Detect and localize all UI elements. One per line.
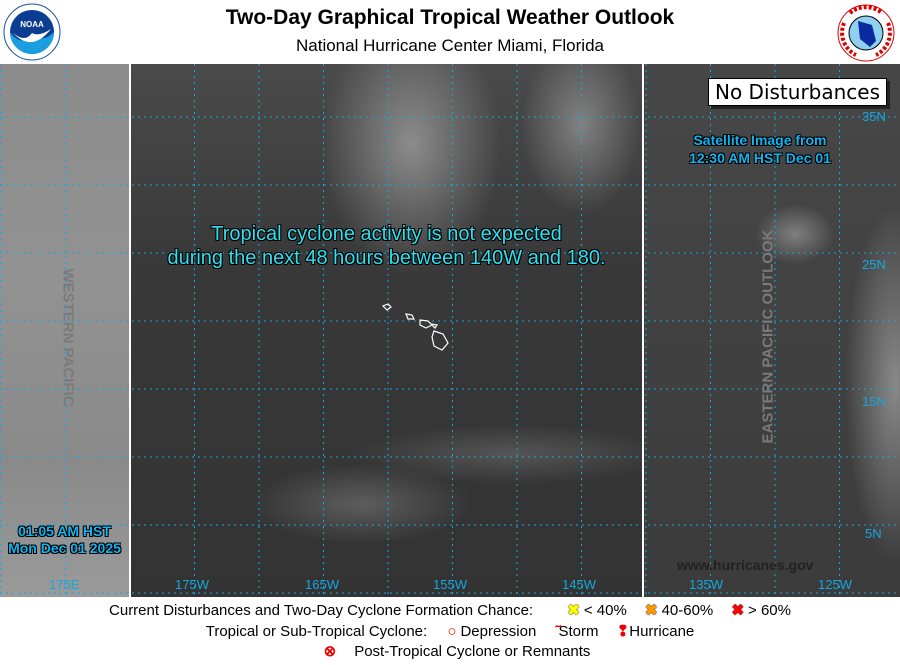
- legend-medium: 40-60%: [661, 601, 714, 619]
- issued-time-line1: 01:05 AM HST: [18, 523, 111, 539]
- legend-hurricane: Hurricane: [629, 622, 695, 640]
- lat-lon-grid: [0, 64, 900, 597]
- outlook-message-line2: during the next 48 hours between 140W an…: [167, 247, 606, 269]
- island-kauai: [381, 303, 392, 311]
- lat-label: 35N: [862, 109, 886, 124]
- satellite-time: Satellite Image from 12:30 AM HST Dec 01: [660, 131, 860, 167]
- hawaiian-islands: [381, 303, 449, 351]
- lon-label: 145W: [562, 577, 596, 592]
- x-low-icon: ✖: [567, 602, 580, 620]
- x-medium-icon: ✖: [644, 602, 658, 620]
- legend-row-2: Tropical or Sub-Tropical Cyclone: ○ Depre…: [0, 622, 900, 641]
- legend-low: < 40%: [583, 601, 627, 619]
- panel-divider: [642, 64, 644, 597]
- panel-divider: [129, 64, 131, 597]
- satellite-map: WESTERN PACIFIC EASTERN PACIFIC OUTLOOK …: [0, 64, 900, 597]
- legend-storm: Storm: [558, 622, 599, 640]
- page-subtitle: National Hurricane Center Miami, Florida: [295, 36, 604, 55]
- legend-row-1: Current Disturbances and Two-Day Cyclone…: [0, 601, 900, 620]
- lon-label: 165W: [305, 577, 339, 592]
- lon-label: 135W: [689, 577, 723, 592]
- website-link[interactable]: www.hurricanes.gov: [677, 557, 814, 573]
- legend-high: > 60%: [748, 601, 791, 619]
- issued-time-line2: Mon Dec 01 2025: [8, 540, 121, 556]
- issued-time: 01:05 AM HST Mon Dec 01 2025: [0, 523, 129, 557]
- nws-logo: [837, 4, 895, 62]
- island-maui: [419, 319, 439, 329]
- lon-label: 175E: [49, 577, 80, 592]
- outlook-message: Tropical cyclone activity is not expecte…: [131, 222, 642, 270]
- lon-label: 125W: [818, 577, 852, 592]
- satellite-time-line2: 12:30 AM HST Dec 01: [689, 150, 831, 166]
- lat-label: 25N: [862, 257, 886, 272]
- island-hawaii: [431, 330, 449, 351]
- depression-icon: ○: [447, 622, 457, 640]
- eastern-pacific-panel: [645, 64, 900, 597]
- page-title: Two-Day Graphical Tropical Weather Outlo…: [225, 6, 675, 29]
- svg-text:NOAA: NOAA: [20, 20, 44, 29]
- lat-label: 15N: [862, 394, 886, 409]
- eastern-pacific-label: EASTERN PACIFIC OUTLOOK: [759, 229, 777, 444]
- x-high-icon: ✖: [731, 602, 745, 620]
- satellite-time-line1: Satellite Image from: [693, 132, 827, 148]
- legend-row-3: ⊗ Post-Tropical Cyclone or Remnants: [0, 642, 900, 661]
- central-pacific-panel: [131, 64, 642, 597]
- status-box: No Disturbances: [708, 78, 888, 106]
- island-oahu: [405, 313, 415, 320]
- lon-label: 155W: [433, 577, 467, 592]
- post-tropical-icon: ⊗: [323, 643, 337, 661]
- lon-label: 175W: [175, 577, 209, 592]
- western-pacific-panel: [0, 64, 129, 597]
- western-pacific-label: WESTERN PACIFIC: [59, 268, 77, 407]
- lat-label: 5N: [865, 526, 882, 541]
- legend-cyclone-label: Tropical or Sub-Tropical Cyclone:: [205, 622, 428, 640]
- legend-formation-label: Current Disturbances and Two-Day Cyclone…: [109, 601, 534, 619]
- legend-depression: Depression: [460, 622, 537, 640]
- hurricane-icon: ❢: [616, 623, 630, 641]
- legend-post-tropical: Post-Tropical Cyclone or Remnants: [354, 642, 591, 660]
- noaa-logo: NOAA: [3, 3, 61, 61]
- outlook-message-line1: Tropical cyclone activity is not expecte…: [211, 223, 562, 245]
